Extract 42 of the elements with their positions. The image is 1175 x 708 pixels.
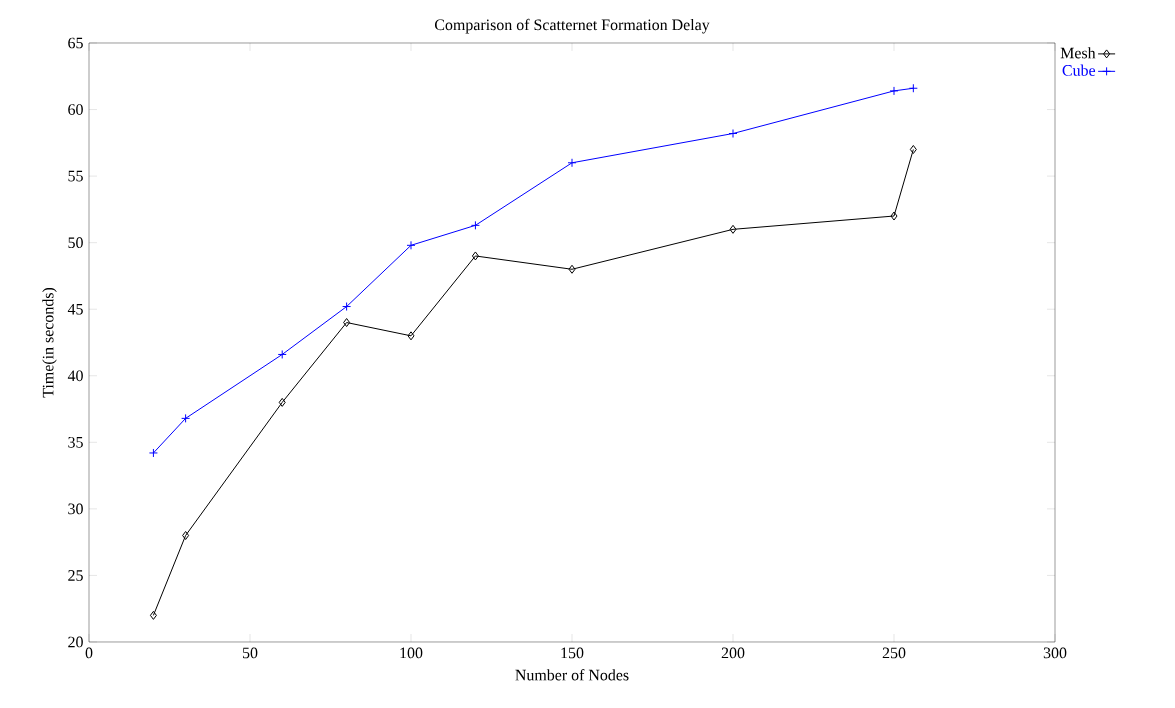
y-tick-label: 60: [68, 104, 83, 115]
x-tick-label: 200: [721, 647, 745, 659]
point: [908, 83, 918, 93]
point: [182, 531, 190, 540]
chart-title: Comparison of Scatternet Formation Delay: [434, 18, 710, 34]
legend-label: Cube: [1062, 64, 1096, 76]
x-tick-label: 0: [85, 647, 93, 659]
y-axis-title: Time(in seconds): [42, 287, 57, 398]
y-tick-label: 35: [68, 436, 83, 448]
point: [909, 144, 917, 154]
point: [406, 240, 416, 250]
y-tick-label: 30: [68, 503, 83, 515]
y-tick-label: 25: [68, 570, 83, 581]
x-tick-label: 50: [242, 647, 258, 659]
point: [149, 610, 157, 620]
point: [277, 349, 287, 359]
point: [342, 302, 352, 312]
point: [470, 220, 480, 230]
y-tick-label: 45: [67, 303, 83, 315]
point: [728, 129, 738, 138]
point: [471, 251, 479, 261]
point: [343, 318, 351, 328]
y-tick-label: 20: [68, 636, 83, 648]
point: [181, 413, 191, 423]
y-tick-label: 55: [68, 170, 83, 182]
x-tick-label: 300: [1043, 647, 1067, 659]
point: [568, 264, 576, 274]
point: [890, 211, 898, 221]
y-tick-label: 50: [68, 237, 83, 249]
point: [567, 158, 577, 168]
x-tick-label: 150: [561, 647, 584, 659]
x-axis-title: Number of Nodes: [515, 669, 629, 681]
x-tick-label: 100: [400, 647, 423, 659]
point: [278, 397, 286, 407]
point: [729, 224, 737, 234]
y-tick-label: 65: [68, 37, 83, 49]
point: [889, 86, 899, 96]
legend-label: Mesh: [1060, 47, 1096, 59]
point: [407, 331, 415, 341]
x-tick-label: 250: [882, 647, 906, 659]
point: [148, 448, 158, 458]
y-tick-label: 40: [67, 370, 83, 382]
